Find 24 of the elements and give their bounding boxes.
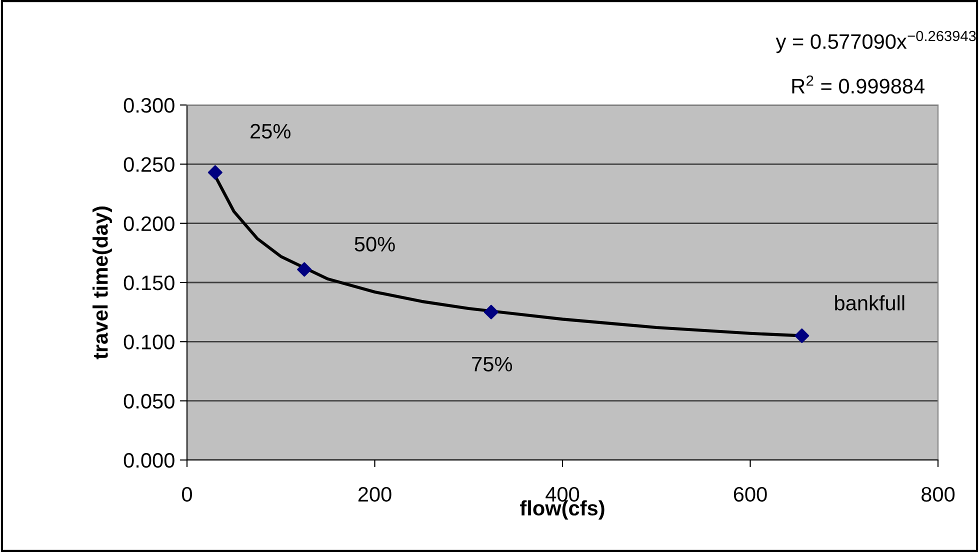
x-tick-label: 800 bbox=[922, 486, 955, 502]
x-tick-label: 600 bbox=[734, 486, 767, 502]
point bbox=[297, 262, 312, 277]
y-tick-label: 0.100 bbox=[124, 334, 174, 350]
point bbox=[484, 304, 498, 320]
y-tick-label: 0.250 bbox=[124, 157, 174, 172]
annotation: 25% bbox=[250, 124, 290, 139]
text: y = 0.577090x$^{−0.263943}$ bbox=[776, 30, 976, 54]
x-tick-label: 0 bbox=[182, 486, 192, 502]
annotation: 75% bbox=[472, 356, 512, 372]
y-tick-label: 0.000 bbox=[124, 453, 174, 468]
y-axis-title: travel time(day) bbox=[92, 206, 112, 360]
text: R$^{2}$ = 0.999884 bbox=[792, 75, 924, 94]
x-tick-label: 400 bbox=[546, 486, 580, 502]
annotation: 50% bbox=[354, 236, 395, 252]
y-tick-label: 0.050 bbox=[124, 394, 174, 409]
point bbox=[208, 165, 222, 180]
annotation: bankfull bbox=[835, 295, 904, 310]
point bbox=[794, 328, 810, 344]
y-tick-label: 0.150 bbox=[124, 276, 174, 290]
x-axis-title: flow(cfs) bbox=[520, 500, 604, 520]
y-tick-label: 0.200 bbox=[124, 216, 174, 232]
x-tick-label: 200 bbox=[358, 486, 392, 502]
y-tick-label: 0.300 bbox=[124, 98, 174, 113]
